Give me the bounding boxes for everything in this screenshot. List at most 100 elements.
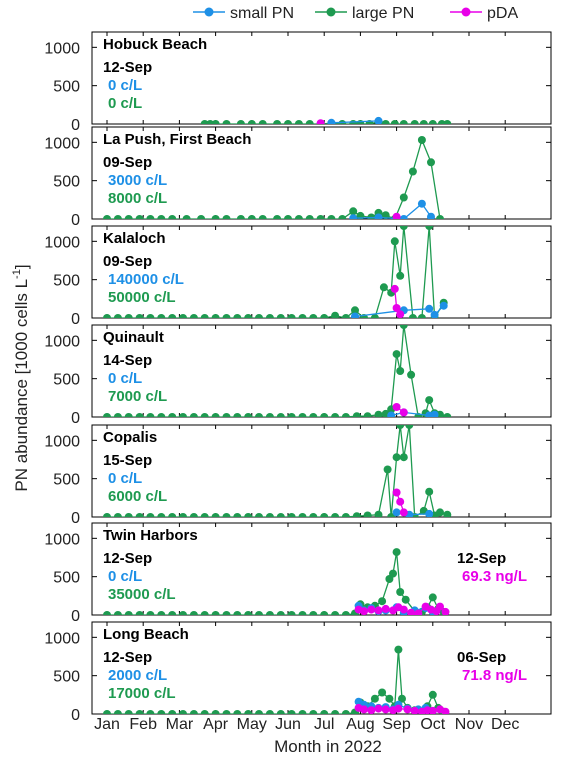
large-pn-point bbox=[265, 710, 274, 714]
large-pn-point bbox=[298, 513, 307, 517]
large-pn-point bbox=[394, 645, 403, 654]
site-name: Hobuck Beach bbox=[103, 36, 207, 53]
x-tick-label: Feb bbox=[129, 716, 157, 733]
large-pn-point bbox=[135, 611, 144, 615]
large-pn-point bbox=[436, 215, 444, 219]
large-pn-point bbox=[265, 413, 274, 417]
large-pn-point bbox=[211, 710, 220, 714]
large-pn-point bbox=[168, 611, 177, 615]
large-pn-point bbox=[276, 314, 285, 318]
pda-point bbox=[394, 704, 403, 713]
large-pn-point bbox=[352, 412, 361, 417]
large-pn-point bbox=[222, 611, 231, 615]
x-tick-label: Dec bbox=[491, 716, 519, 733]
large-pn-point bbox=[200, 413, 209, 417]
small-pn-point bbox=[374, 116, 383, 124]
pda-point bbox=[410, 706, 419, 714]
pda-point bbox=[441, 607, 450, 615]
large-pn-point bbox=[378, 597, 387, 606]
large-pn-point bbox=[189, 314, 198, 318]
large-pn-point bbox=[168, 513, 177, 517]
large-pn-point bbox=[244, 314, 253, 318]
large-pn-point bbox=[363, 412, 372, 417]
large-pn-point bbox=[189, 513, 198, 517]
large-pn-point bbox=[146, 215, 155, 219]
large-pn-point bbox=[124, 513, 133, 517]
large-pn-point bbox=[305, 215, 314, 219]
sample-date: 09-Sep bbox=[103, 154, 152, 171]
large-pn-point bbox=[273, 120, 282, 124]
small-pn-point bbox=[430, 410, 439, 417]
large-pn-point bbox=[351, 306, 359, 315]
large-pn-point bbox=[405, 425, 414, 429]
large-pn-point bbox=[113, 513, 122, 517]
large-pn-point bbox=[168, 215, 177, 219]
large-pn-point bbox=[331, 710, 340, 714]
large-pn-point bbox=[284, 215, 292, 219]
large-pn-point bbox=[287, 611, 296, 615]
x-tick-label: Aug bbox=[346, 716, 374, 733]
large-pn-point bbox=[356, 211, 365, 219]
large-pn-point bbox=[309, 710, 318, 714]
large-pn-point bbox=[197, 215, 206, 219]
large-pn-point bbox=[103, 513, 111, 517]
small-pn-point bbox=[430, 310, 439, 318]
large-pn-point bbox=[182, 215, 191, 219]
large-pn-point bbox=[428, 690, 437, 699]
large-pn-point bbox=[331, 513, 340, 517]
large-pn-point bbox=[179, 710, 187, 714]
large-pn-point bbox=[236, 120, 245, 124]
legend-label-small-pn: small PN bbox=[230, 5, 294, 22]
x-tick-label: Nov bbox=[455, 716, 483, 733]
large-pn-point bbox=[146, 314, 155, 318]
large-pn-point bbox=[146, 513, 155, 517]
large-pn-point bbox=[244, 710, 253, 714]
large-pn-point bbox=[287, 710, 296, 714]
y-tick-label: 500 bbox=[53, 570, 80, 587]
large-pn-point bbox=[211, 215, 220, 219]
pda-point bbox=[367, 605, 376, 614]
large-pn-point bbox=[389, 569, 397, 578]
large-pn-point bbox=[255, 413, 263, 417]
large-pn-point bbox=[103, 413, 111, 417]
y-tick-label: 500 bbox=[53, 174, 80, 191]
large-pn-point bbox=[135, 513, 144, 517]
large-pn-point bbox=[305, 120, 314, 124]
y-tick-label: 1000 bbox=[44, 531, 80, 548]
large-pn-point bbox=[309, 314, 318, 318]
small-pn-line bbox=[331, 120, 379, 124]
large-pn-point bbox=[276, 513, 285, 517]
x-axis-label: Month in 2022 bbox=[274, 737, 382, 756]
large-pn-point bbox=[200, 314, 209, 318]
large-pn-point bbox=[168, 710, 177, 714]
large-pn-point bbox=[401, 595, 410, 604]
large-pn-point bbox=[236, 215, 245, 219]
pda-point bbox=[360, 607, 368, 615]
small-pn-point bbox=[425, 304, 434, 313]
large-pn-point bbox=[124, 215, 133, 219]
large-pn-point bbox=[385, 694, 394, 703]
large-pn-point bbox=[247, 120, 256, 124]
small-pn-point bbox=[427, 212, 435, 219]
large-pn-line bbox=[107, 425, 448, 517]
large-pn-point bbox=[146, 413, 155, 417]
large-pn-point bbox=[331, 413, 340, 417]
pda-point bbox=[407, 608, 416, 615]
pda-point bbox=[441, 707, 450, 714]
y-tick-label: 0 bbox=[71, 510, 80, 527]
x-tick-label: Jan bbox=[94, 716, 120, 733]
small-pn-value: 0 c/L bbox=[108, 470, 142, 487]
large-pn-point bbox=[399, 453, 408, 462]
large-pn-point bbox=[428, 120, 437, 124]
large-pn-point bbox=[113, 710, 122, 714]
large-pn-point bbox=[407, 370, 416, 379]
large-pn-point bbox=[168, 413, 177, 417]
large-pn-value: 35000 c/L bbox=[108, 586, 176, 603]
y-tick-label: 500 bbox=[53, 273, 80, 290]
large-pn-point bbox=[338, 215, 347, 219]
large-pn-point bbox=[287, 413, 296, 417]
